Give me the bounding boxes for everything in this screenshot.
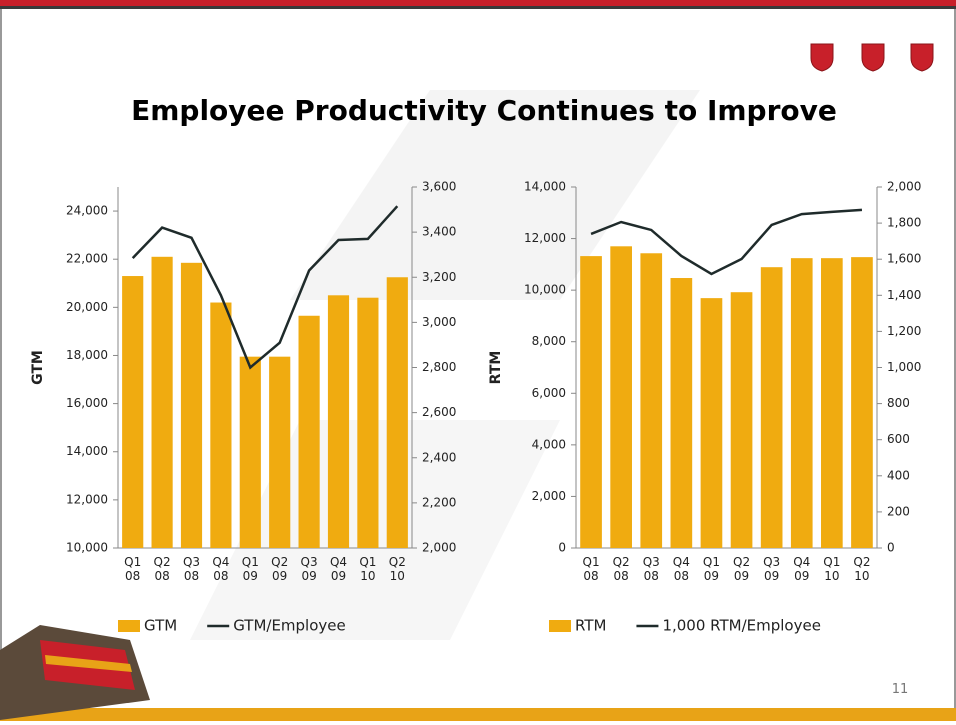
y2-tick-label: 800 xyxy=(887,396,910,410)
slide: Employee Productivity Continues to Impro… xyxy=(0,0,956,721)
legend-label: RTM xyxy=(575,617,606,635)
bar xyxy=(610,246,632,548)
bar xyxy=(240,357,261,548)
slide-title: Employee Productivity Continues to Impro… xyxy=(131,94,837,127)
y-tick-label: 10,000 xyxy=(66,541,108,555)
bar xyxy=(299,316,320,548)
y2-tick-label: 2,600 xyxy=(422,405,456,419)
y2-tick-label: 2,800 xyxy=(422,360,456,374)
y2-tick-label: 1,000 xyxy=(887,360,921,374)
y-tick-label: 14,000 xyxy=(524,180,566,194)
y2-tick-label: 0 xyxy=(887,541,895,555)
logos xyxy=(811,44,933,71)
y2-tick-label: 2,000 xyxy=(887,180,921,194)
y2-tick-label: 1,200 xyxy=(887,324,921,338)
bar xyxy=(580,256,602,548)
legend-label: 1,000 RTM/Employee xyxy=(662,617,821,635)
bar xyxy=(731,292,753,548)
bar xyxy=(640,253,662,548)
logo xyxy=(811,44,833,71)
y-axis-label: RTM xyxy=(488,351,504,385)
y-tick-label: 6,000 xyxy=(532,386,566,400)
bar xyxy=(210,303,231,548)
y-tick-label: 20,000 xyxy=(66,300,108,314)
y-axis-label: GTM xyxy=(30,350,46,385)
y-tick-label: 12,000 xyxy=(66,492,108,506)
bar xyxy=(122,276,143,548)
y2-tick-label: 2,200 xyxy=(422,495,456,509)
bar xyxy=(791,258,813,548)
y2-tick-label: 2,400 xyxy=(422,450,456,464)
y-tick-label: 12,000 xyxy=(524,231,566,245)
bar xyxy=(701,298,723,548)
y-tick-label: 16,000 xyxy=(66,396,108,410)
y2-tick-label: 1,600 xyxy=(887,252,921,266)
bottom-bar xyxy=(0,708,956,721)
bar xyxy=(181,263,202,548)
y2-tick-label: 3,600 xyxy=(422,180,456,194)
bar xyxy=(761,267,783,548)
slide-number: 11 xyxy=(892,682,909,697)
logo xyxy=(911,44,933,71)
y2-tick-label: 3,200 xyxy=(422,270,456,284)
y2-tick-label: 400 xyxy=(887,468,910,482)
y2-tick-label: 200 xyxy=(887,504,910,518)
bar xyxy=(851,257,873,548)
y-tick-label: 4,000 xyxy=(532,437,566,451)
bar xyxy=(152,257,173,548)
y2-tick-label: 1,400 xyxy=(887,288,921,302)
bar xyxy=(269,357,290,548)
y-tick-label: 8,000 xyxy=(532,334,566,348)
y-tick-label: 24,000 xyxy=(66,204,108,218)
y2-tick-label: 3,000 xyxy=(422,315,456,329)
y-tick-label: 2,000 xyxy=(532,489,566,503)
y-tick-label: 10,000 xyxy=(524,283,566,297)
top-bar-stripe xyxy=(0,6,956,9)
logo xyxy=(862,44,884,71)
y-tick-label: 0 xyxy=(558,541,566,555)
y2-tick-label: 3,400 xyxy=(422,225,456,239)
y2-tick-label: 1,800 xyxy=(887,216,921,230)
bar xyxy=(387,277,408,548)
left-edge xyxy=(0,9,2,721)
y-tick-label: 14,000 xyxy=(66,444,108,458)
y-tick-label: 22,000 xyxy=(66,252,108,266)
legend-swatch xyxy=(118,620,140,632)
y2-tick-label: 2,000 xyxy=(422,541,456,555)
y-tick-label: 18,000 xyxy=(66,348,108,362)
bar xyxy=(671,278,693,548)
legend-label: GTM/Employee xyxy=(233,617,346,635)
legend-label: GTM xyxy=(144,617,177,635)
y2-tick-label: 600 xyxy=(887,432,910,446)
top-bar xyxy=(0,0,956,6)
bar xyxy=(328,295,349,548)
legend-swatch xyxy=(549,620,571,632)
bar xyxy=(357,298,378,548)
bar xyxy=(821,258,843,548)
